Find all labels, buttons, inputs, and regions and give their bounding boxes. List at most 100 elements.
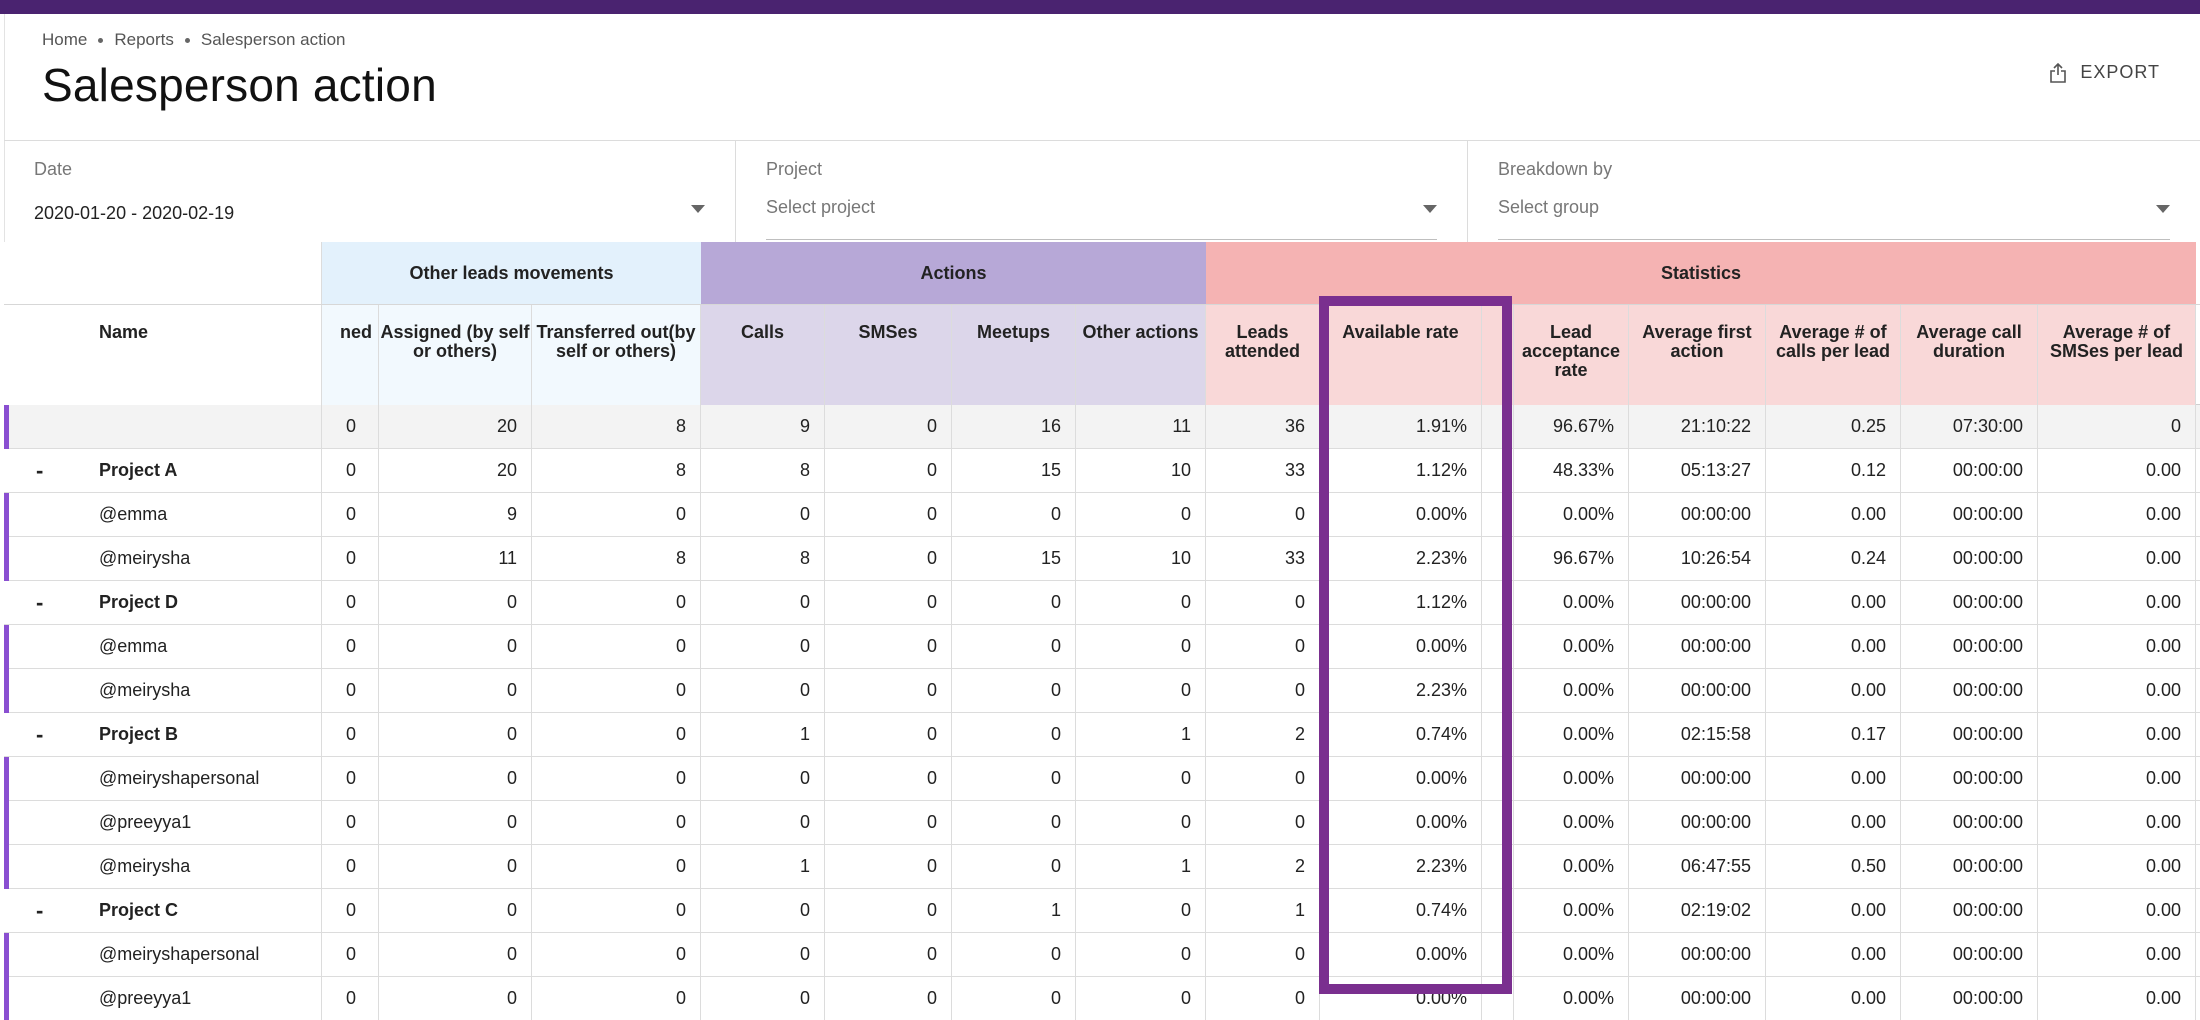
cell-blank bbox=[1482, 493, 1514, 536]
cell-smses: 0 bbox=[825, 625, 952, 668]
collapse-toggle-icon[interactable]: - bbox=[36, 458, 44, 483]
project-row[interactable]: Project D -0 0 0 0 0 0 0 0 1.12% 0.00% 00:00:00 0.00… bbox=[4, 581, 2200, 625]
cell-average-smses-per-lead: 0.00 bbox=[2038, 581, 2196, 624]
project-row[interactable]: Project C -0 0 0 0 0 1 0 1 0.74% 0.00% 02:19:02 0.00… bbox=[4, 889, 2200, 933]
cell-meetups: 0 bbox=[952, 933, 1076, 976]
cell-blank bbox=[1482, 537, 1514, 580]
project-row[interactable]: Project B -0 0 0 1 0 0 1 2 0.74% 0.00% 02:15:58 0.17… bbox=[4, 713, 2200, 757]
chevron-down-icon[interactable] bbox=[2156, 205, 2170, 213]
chevron-down-icon[interactable] bbox=[691, 205, 705, 213]
export-label: EXPORT bbox=[2080, 62, 2160, 82]
top-brand-bar bbox=[0, 0, 2200, 14]
breakdown-filter[interactable]: Breakdown by Select group bbox=[1468, 141, 2200, 242]
collapse-toggle-icon[interactable]: - bbox=[36, 722, 44, 747]
date-filter[interactable]: Date 2020-01-20 - 2020-02-19 bbox=[4, 141, 736, 242]
cell-average-calls-per-lead: 0.12 bbox=[1766, 449, 1901, 492]
collapse-toggle-icon[interactable]: - bbox=[36, 590, 44, 615]
cell-average-first-action: 06:47:55 bbox=[1629, 845, 1766, 888]
column-header-average-call-duration[interactable]: Average call duration bbox=[1901, 305, 2038, 405]
filter-bar: Date 2020-01-20 - 2020-02-19 Project Sel… bbox=[4, 140, 2200, 242]
column-header-name[interactable]: Name bbox=[4, 305, 322, 405]
cell-leads-attended: 0 bbox=[1206, 581, 1320, 624]
project-filter[interactable]: Project Select project bbox=[736, 141, 1468, 242]
breakdown-filter-label: Breakdown by bbox=[1498, 159, 1613, 179]
column-header-average-calls-per-lead[interactable]: Average # of calls per lead bbox=[1766, 305, 1901, 405]
cell-available-rate: 2.23% bbox=[1320, 845, 1482, 888]
cell-calls: 8 bbox=[701, 537, 825, 580]
cell-calls: 0 bbox=[701, 801, 825, 844]
report-table[interactable]: Other leads movements Actions Statistics… bbox=[4, 242, 2200, 1020]
cell-meetups: 0 bbox=[952, 669, 1076, 712]
column-header-assigned[interactable]: Assigned (by self or others) bbox=[379, 305, 532, 405]
cell-leads-attended: 0 bbox=[1206, 933, 1320, 976]
export-button[interactable]: EXPORT bbox=[2050, 62, 2160, 83]
cell-average-first-action: 21:10:22 bbox=[1629, 405, 1766, 448]
column-header-leads-attended[interactable]: Leads attended bbox=[1206, 305, 1320, 405]
cell-blank bbox=[1482, 889, 1514, 932]
cell-assigned: 0 bbox=[379, 977, 532, 1020]
chevron-down-icon[interactable] bbox=[1423, 205, 1437, 213]
column-header-average-smses-per-lead[interactable]: Average # of SMSes per lead bbox=[2038, 305, 2196, 405]
collapse-toggle-icon[interactable]: - bbox=[36, 898, 44, 923]
project-select[interactable]: Select project bbox=[766, 197, 876, 217]
cell-average-call-duration: 00:00:00 bbox=[1901, 889, 2038, 932]
column-header-lead-acceptance-rate[interactable]: Lead acceptance rate bbox=[1514, 305, 1629, 405]
cell-other-actions: 0 bbox=[1076, 581, 1206, 624]
cell-average-smses-per-lead: 0.00 bbox=[2038, 845, 2196, 888]
cell-blank bbox=[1482, 625, 1514, 668]
breakdown-select[interactable]: Select group bbox=[1498, 197, 1600, 217]
project-row[interactable]: Project A -0 20 8 8 0 15 10 33 1.12% 48.33% 05:13:2… bbox=[4, 449, 2200, 493]
breadcrumb-reports[interactable]: Reports bbox=[114, 30, 174, 49]
cell-leads-attended: 0 bbox=[1206, 493, 1320, 536]
salesperson-name: @meiryshapersonal bbox=[4, 757, 322, 800]
name-text: @emma bbox=[99, 636, 168, 656]
cell-assigned: 0 bbox=[379, 669, 532, 712]
name-text: @meirysha bbox=[99, 680, 191, 700]
group-header-actions: Actions bbox=[701, 242, 1206, 304]
cell-assigned: 0 bbox=[379, 801, 532, 844]
date-filter-value[interactable]: 2020-01-20 - 2020-02-19 bbox=[34, 203, 235, 223]
cell-other-actions: 10 bbox=[1076, 537, 1206, 580]
cell-available-rate: 1.12% bbox=[1320, 581, 1482, 624]
cell-meetups: 0 bbox=[952, 493, 1076, 536]
table-row: @preeyya1 0 0 0 0 0 0 0 0 0.00% 0.00% 00:00:00 0.00 0… bbox=[4, 977, 2200, 1020]
cell-lead-acceptance-rate: 96.67% bbox=[1514, 537, 1629, 580]
column-header-average-first-action[interactable]: Average first action bbox=[1629, 305, 1766, 405]
cell-average-call-duration: 00:00:00 bbox=[1901, 537, 2038, 580]
cell-leads-attended: 33 bbox=[1206, 449, 1320, 492]
cell-ned: 0 bbox=[322, 625, 379, 668]
cell-calls: 1 bbox=[701, 845, 825, 888]
cell-lead-acceptance-rate: 0.00% bbox=[1514, 801, 1629, 844]
cell-meetups: 0 bbox=[952, 757, 1076, 800]
column-header-available-rate[interactable]: Available rate bbox=[1320, 305, 1482, 405]
breadcrumb-separator bbox=[184, 37, 190, 43]
name-text: @emma bbox=[99, 504, 168, 524]
cell-average-first-action: 05:13:27 bbox=[1629, 449, 1766, 492]
cell-lead-acceptance-rate: 0.00% bbox=[1514, 625, 1629, 668]
column-header-meetups[interactable]: Meetups bbox=[952, 305, 1076, 405]
cell-ned: 0 bbox=[322, 713, 379, 756]
table-row: @emma 0 9 0 0 0 0 0 0 0.00% 0.00% 00:00:00 0.00 00:00… bbox=[4, 493, 2200, 537]
cell-assigned: 0 bbox=[379, 845, 532, 888]
cell-average-call-duration: 00:00:00 bbox=[1901, 669, 2038, 712]
cell-available-rate: 1.91% bbox=[1320, 405, 1482, 448]
cell-other-actions: 11 bbox=[1076, 405, 1206, 448]
column-header-smses[interactable]: SMSes bbox=[825, 305, 952, 405]
column-header-other-actions[interactable]: Other actions bbox=[1076, 305, 1206, 405]
cell-blank bbox=[1482, 933, 1514, 976]
column-header-ned[interactable]: ned bbox=[322, 305, 379, 405]
cell-average-smses-per-lead: 0.00 bbox=[2038, 537, 2196, 580]
cell-leads-attended: 36 bbox=[1206, 405, 1320, 448]
column-header-calls[interactable]: Calls bbox=[701, 305, 825, 405]
cell-transferred-out: 0 bbox=[532, 669, 701, 712]
cell-leads-attended: 2 bbox=[1206, 713, 1320, 756]
cell-smses: 0 bbox=[825, 889, 952, 932]
breadcrumb-home[interactable]: Home bbox=[42, 30, 88, 49]
column-header-transferred-out[interactable]: Transferred out(by self or others) bbox=[532, 305, 701, 405]
cell-smses: 0 bbox=[825, 581, 952, 624]
cell-other-actions: 10 bbox=[1076, 449, 1206, 492]
cell-transferred-out: 0 bbox=[532, 757, 701, 800]
cell-average-first-action: 00:00:00 bbox=[1629, 977, 1766, 1020]
column-header-blank[interactable] bbox=[1482, 305, 1514, 405]
cell-assigned: 9 bbox=[379, 493, 532, 536]
